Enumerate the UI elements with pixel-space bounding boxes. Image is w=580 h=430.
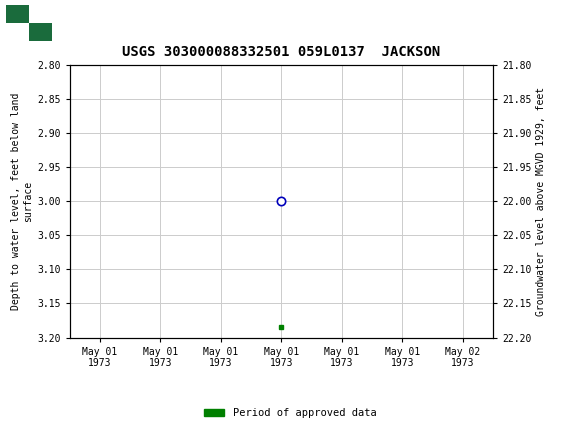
Legend: Period of approved data: Period of approved data bbox=[200, 404, 380, 423]
FancyBboxPatch shape bbox=[6, 4, 52, 41]
Bar bbox=[29, 22, 52, 41]
Bar bbox=[6, 4, 29, 22]
Y-axis label: Depth to water level, feet below land
surface: Depth to water level, feet below land su… bbox=[11, 92, 33, 310]
Bar bbox=[29, 4, 52, 22]
Title: USGS 303000088332501 059L0137  JACKSON: USGS 303000088332501 059L0137 JACKSON bbox=[122, 45, 440, 59]
Bar bbox=[6, 22, 29, 41]
Y-axis label: Groundwater level above MGVD 1929, feet: Groundwater level above MGVD 1929, feet bbox=[535, 86, 546, 316]
Text: USGS: USGS bbox=[58, 14, 113, 31]
